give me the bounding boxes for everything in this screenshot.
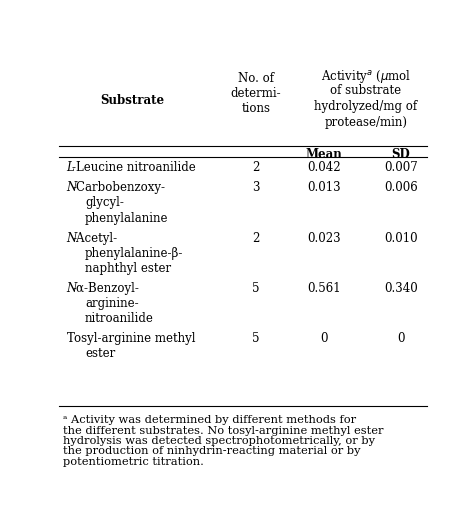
- Text: naphthyl ester: naphthyl ester: [85, 262, 171, 275]
- Text: tions: tions: [241, 103, 270, 116]
- Text: ester: ester: [85, 347, 115, 360]
- Text: of substrate: of substrate: [330, 84, 401, 97]
- Text: 5: 5: [252, 332, 260, 345]
- Text: the production of ninhydrin-reacting material or by: the production of ninhydrin-reacting mat…: [63, 447, 360, 456]
- Text: -Leucine nitroanilide: -Leucine nitroanilide: [73, 162, 196, 175]
- Text: arginine-: arginine-: [85, 297, 138, 310]
- Text: phenylalanine: phenylalanine: [85, 212, 168, 225]
- Text: -α-Benzoyl-: -α-Benzoyl-: [73, 282, 139, 295]
- Text: Tosyl-arginine methyl: Tosyl-arginine methyl: [66, 332, 195, 345]
- Text: 0.042: 0.042: [307, 162, 340, 175]
- Text: N: N: [66, 181, 77, 194]
- Text: 2: 2: [252, 162, 259, 175]
- Text: L: L: [66, 162, 74, 175]
- Text: 0: 0: [320, 332, 328, 345]
- Text: determi-: determi-: [230, 88, 281, 100]
- Text: -Carbobenzoxy-: -Carbobenzoxy-: [73, 181, 165, 194]
- Text: 0.340: 0.340: [384, 282, 418, 295]
- Text: N: N: [66, 232, 77, 244]
- Text: 5: 5: [252, 282, 260, 295]
- Text: No. of: No. of: [238, 72, 274, 85]
- Text: potentiometric titration.: potentiometric titration.: [63, 457, 204, 467]
- Text: 3: 3: [252, 181, 260, 194]
- Text: 0.007: 0.007: [384, 162, 418, 175]
- Text: hydrolyzed/mg of: hydrolyzed/mg of: [314, 100, 418, 113]
- Text: nitroanilide: nitroanilide: [85, 312, 154, 325]
- Text: hydrolysis was detected spectrophotometrically, or by: hydrolysis was detected spectrophotometr…: [63, 436, 375, 446]
- Text: Substrate: Substrate: [100, 94, 165, 107]
- Text: N: N: [66, 282, 77, 295]
- Text: the different substrates. No tosyl-arginine methyl ester: the different substrates. No tosyl-argin…: [63, 425, 383, 436]
- Text: Activity$^a$ ($\mu$mol: Activity$^a$ ($\mu$mol: [321, 68, 411, 85]
- Text: 0.013: 0.013: [307, 181, 340, 194]
- Text: 0.561: 0.561: [307, 282, 340, 295]
- Text: 0.010: 0.010: [384, 232, 418, 244]
- Text: 2: 2: [252, 232, 259, 244]
- Text: -Acetyl-: -Acetyl-: [73, 232, 118, 244]
- Text: 0: 0: [397, 332, 405, 345]
- Text: protease/min): protease/min): [325, 116, 408, 129]
- Text: glycyl-: glycyl-: [85, 196, 124, 209]
- Text: phenylalanine-β-: phenylalanine-β-: [85, 247, 183, 260]
- Text: SD: SD: [392, 148, 410, 161]
- Text: 0.023: 0.023: [307, 232, 340, 244]
- Text: ᵃ Activity was determined by different methods for: ᵃ Activity was determined by different m…: [63, 415, 356, 425]
- Text: Mean: Mean: [305, 148, 342, 161]
- Text: 0.006: 0.006: [384, 181, 418, 194]
